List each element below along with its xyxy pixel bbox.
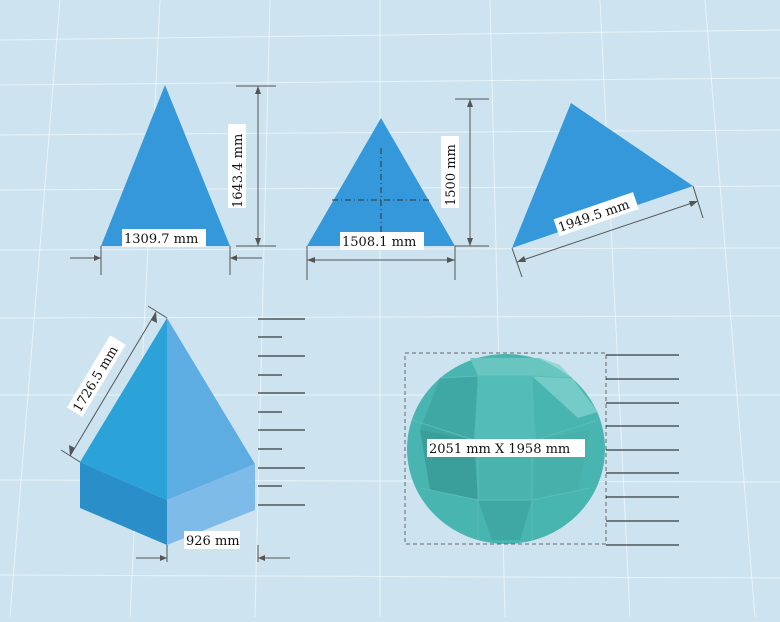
triangle-1-shape <box>101 85 230 246</box>
prism-front-face <box>80 318 167 500</box>
sphere: 2051 mm X 1958 mm <box>404 352 679 546</box>
prism-width-label: 926 mm <box>186 534 240 549</box>
triangle-1-width-label: 1309.7 mm <box>124 232 198 247</box>
triangle-2: 1508.1 mm 1500 mm <box>306 98 489 280</box>
sphere-scale-ticks <box>606 354 679 546</box>
prism-scale-ticks <box>258 318 305 506</box>
prism-base-right <box>167 464 255 545</box>
triangle-2-shape <box>307 118 455 246</box>
triangle-3-shape <box>512 103 693 248</box>
sphere-bbox-label: 2051 mm X 1958 mm <box>429 442 570 457</box>
triangle-1: 1309.7 mm 1643.4 mm <box>70 85 276 275</box>
triangle-2-height-label: 1500 mm <box>444 144 459 206</box>
triangle-1-height-label: 1643.4 mm <box>231 134 246 208</box>
triangle-3: 1949.5 mm <box>511 103 704 278</box>
prism-base-front <box>80 462 167 545</box>
pyramid-prism: 1726.5 mm 926 mm <box>60 305 305 562</box>
prism-right-face <box>167 318 255 500</box>
triangle-2-width-label: 1508.1 mm <box>342 235 416 250</box>
sphere-bounding-box <box>404 352 607 545</box>
prism-edge-label: 1726.5 mm <box>71 344 122 415</box>
